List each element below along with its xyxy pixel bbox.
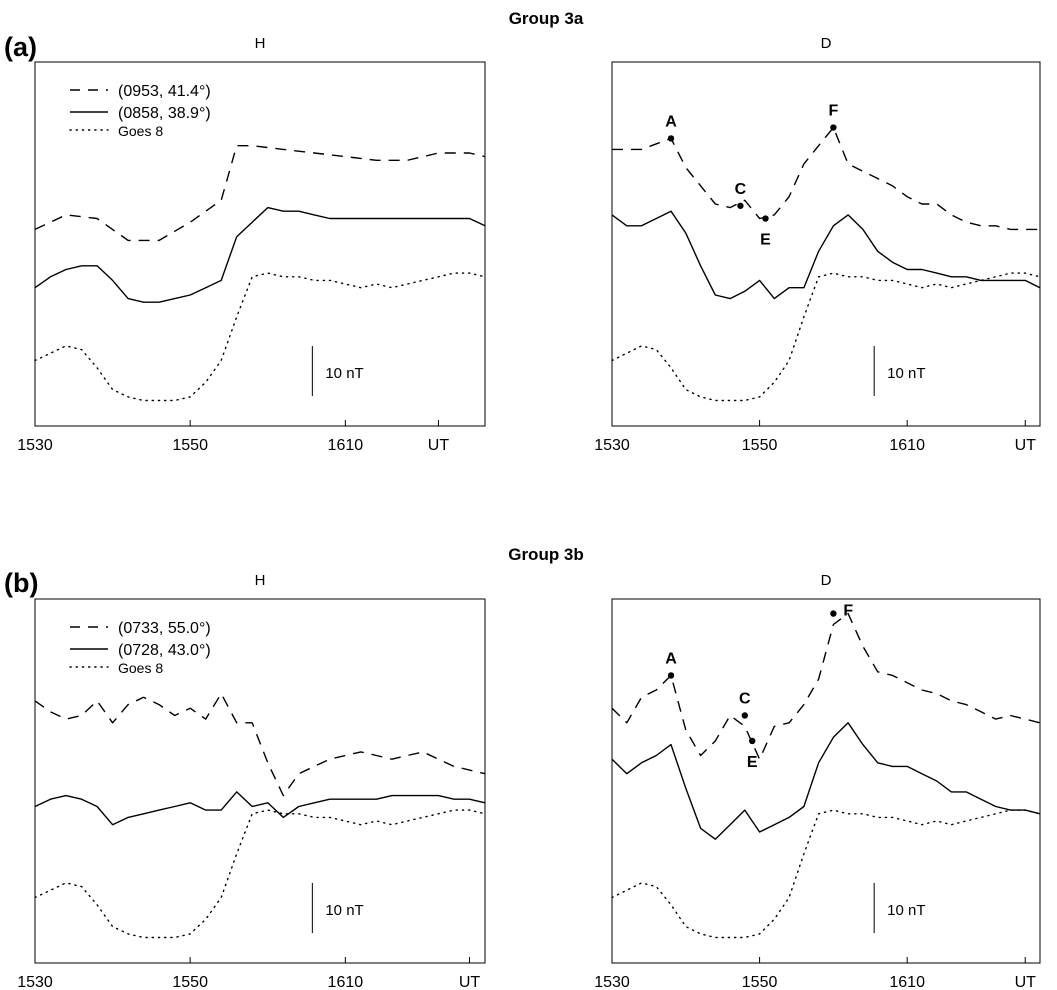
group-title-a: Group 3a: [509, 9, 584, 28]
annotation-point: [667, 135, 675, 142]
scale-bar-label: 10 nT: [887, 902, 925, 919]
scale-bar-label: 10 nT: [325, 902, 363, 919]
x-tick-label: UT: [428, 437, 450, 454]
x-tick-label: 1610: [328, 437, 364, 454]
legend-label: Goes 8: [118, 660, 163, 676]
x-tick-label: 1610: [328, 974, 364, 990]
panel-group-3a-h: H 1530 1550 1610 UT 10 nT (0953, 41.4°) (0858, …: [17, 35, 486, 454]
annotation-point: [830, 610, 837, 617]
x-tick-label: UT: [1015, 974, 1037, 990]
series-line-dotted: [34, 272, 486, 402]
scale-bar-label: 10 nT: [325, 365, 363, 382]
x-tick-label: 1550: [742, 974, 778, 990]
series-line-dashed: [612, 126, 1040, 231]
annotation-point: [737, 202, 744, 209]
group-title-b: Group 3b: [508, 545, 584, 564]
group-tag-a: (a): [4, 32, 37, 62]
annotation-label: F: [843, 603, 853, 620]
x-tick-label: UT: [1015, 437, 1037, 454]
legend-label: (0728, 43.0°): [118, 642, 211, 659]
x-tick-label: 1530: [17, 974, 53, 990]
plot-frame: [611, 61, 1041, 427]
annotation-label: A: [665, 650, 677, 667]
annotation-point: [741, 712, 749, 719]
annotation-point: [762, 215, 769, 222]
series-line-dotted: [34, 809, 486, 939]
x-tick-label: UT: [459, 974, 481, 990]
x-tick-label: 1530: [594, 974, 630, 990]
group-tag-b: (b): [4, 568, 38, 598]
series-line-solid: [34, 791, 486, 826]
panel-title: D: [821, 35, 832, 52]
panel-title: D: [821, 572, 832, 589]
panel-group-3b-d: D 1530 1550 1610 UT 10 nT A C E F: [594, 572, 1041, 990]
annotation-label: C: [739, 690, 751, 707]
annotation-label: E: [760, 232, 771, 249]
series-line-solid: [611, 210, 1041, 300]
legend-label: (0858, 38.9°): [118, 105, 211, 122]
series-line-solid: [611, 722, 1041, 840]
plot-frame: [34, 598, 486, 964]
annotation-label: A: [665, 113, 677, 130]
plot-frame: [34, 61, 486, 427]
series-line-dashed: [34, 692, 486, 797]
x-tick-label: 1550: [172, 974, 208, 990]
series-line-solid: [34, 206, 486, 303]
panel-title: H: [255, 35, 266, 52]
legend-label: (0733, 55.0°): [118, 620, 211, 637]
annotation-label: C: [735, 181, 747, 198]
annotation-label: F: [828, 103, 838, 120]
annotation-point: [830, 124, 837, 131]
series-line-dashed: [34, 145, 486, 242]
panel-group-3b-h: H 1530 1550 1610 UT 10 nT (0733, 55.0°) (0728, …: [17, 572, 486, 990]
x-tick-label: 1530: [594, 437, 630, 454]
panel-group-3a-d: D 1530 1550 1610 UT 10 nT A C E F: [594, 35, 1041, 454]
series-line-dotted: [611, 272, 1041, 402]
series-line-dotted: [611, 809, 1041, 939]
legend-label: Goes 8: [118, 123, 163, 139]
annotation-point: [667, 672, 675, 679]
scale-bar-label: 10 nT: [887, 365, 925, 382]
panel-title: H: [255, 572, 266, 589]
x-tick-label: 1550: [172, 437, 208, 454]
annotation-label: E: [747, 754, 758, 771]
x-tick-label: 1530: [17, 437, 53, 454]
annotation-point: [749, 737, 756, 745]
x-tick-label: 1610: [889, 974, 925, 990]
x-tick-label: 1550: [742, 437, 778, 454]
plot-frame: [611, 598, 1041, 964]
legend-label: (0953, 41.4°): [118, 83, 211, 100]
x-tick-label: 1610: [889, 437, 925, 454]
series-line-dashed: [611, 612, 1041, 760]
panels: H 1530 1550 1610 UT 10 nT (0953, 41.4°) (0858, …: [17, 35, 1041, 990]
